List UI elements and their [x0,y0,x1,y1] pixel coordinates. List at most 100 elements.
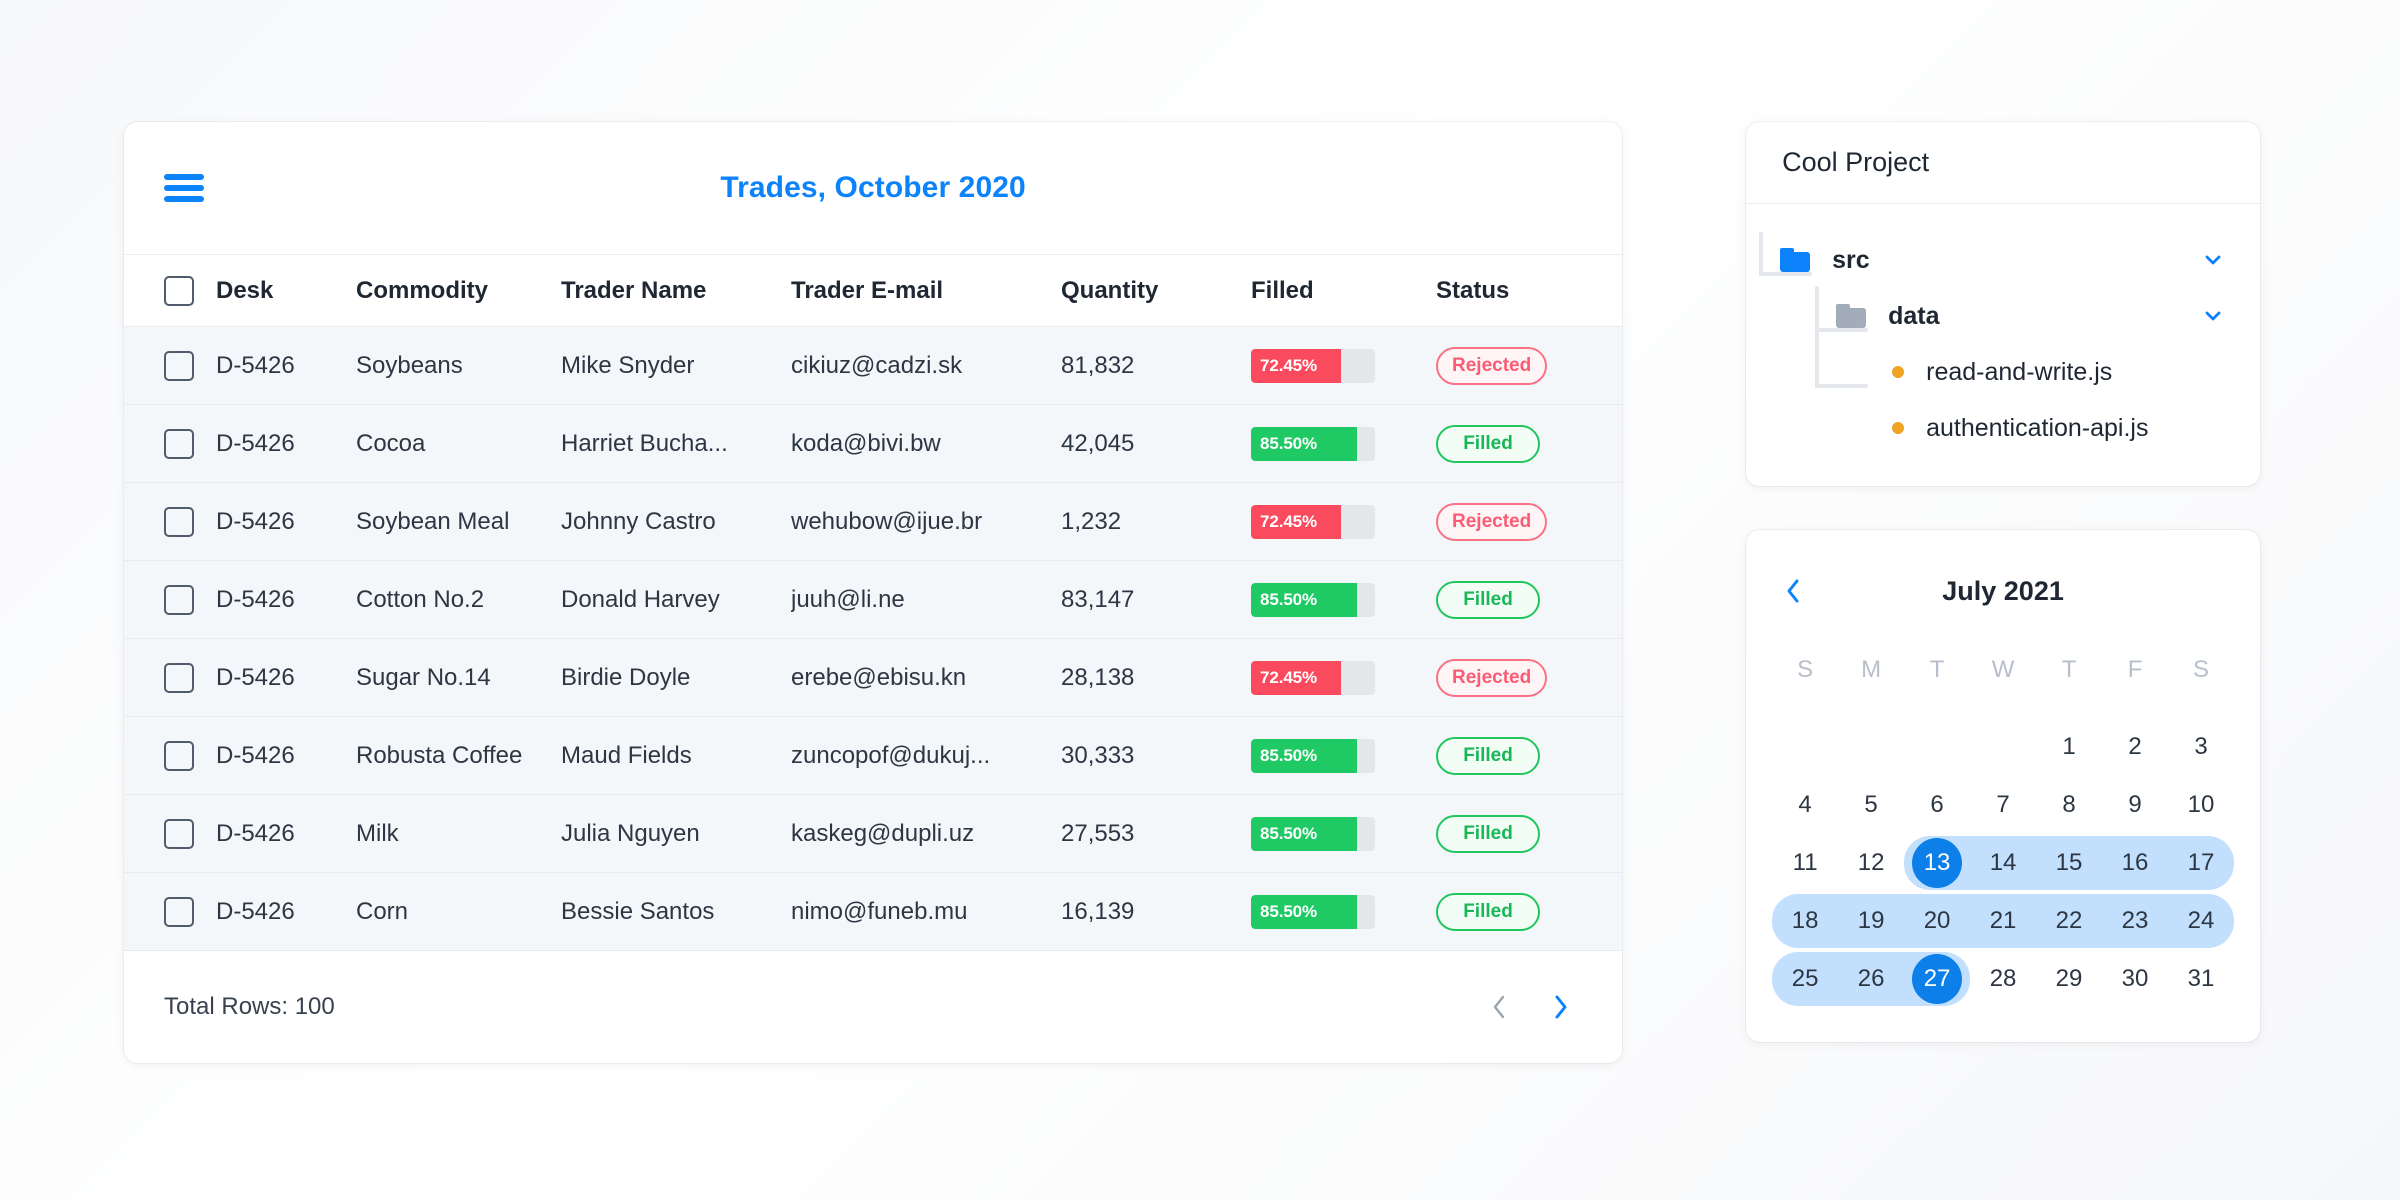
calendar-day-number: 4 [1798,791,1812,818]
calendar-day-cell[interactable]: 22 [2036,892,2103,950]
row-checkbox[interactable] [164,662,194,693]
status-badge: Filled [1436,424,1540,463]
row-select-cell [124,638,216,717]
progress-bar: 85.50% [1251,426,1375,461]
tree-folder-row[interactable]: data [1780,288,2226,344]
progress-bar-fill: 85.50% [1251,426,1358,461]
cell-trader-email: kaskeg@dupli.uz [791,794,1061,873]
table-row[interactable]: D-5426 Cocoa Harriet Bucha... koda@bivi.bw 4… [124,404,1623,483]
calendar-day-number: 26 [1857,965,1885,992]
calendar-day-cell[interactable]: 28 [1970,950,2036,1008]
calendar-day-cell[interactable]: 10 [2168,776,2234,834]
cell-trader-name: Donald Harvey [561,560,791,639]
calendar-day-cell[interactable]: 29 [2036,950,2102,1008]
table-row[interactable]: D-5426 Robusta Coffee Maud Fields zuncopof@… [124,716,1623,795]
calendar-day-cell[interactable]: 20 [1904,892,1971,950]
table-row[interactable]: D-5426 Soybeans Mike Snyder cikiuz@cadzi.sk… [124,326,1623,405]
calendar-day-cell[interactable]: 1 [2036,718,2102,776]
calendar-day-cell[interactable]: 17 [2168,834,2234,892]
cell-quantity: 83,147 [1061,560,1251,639]
calendar-day-cell[interactable]: 30 [2102,950,2168,1008]
calendar-day-cell[interactable]: 6 [1904,776,1970,834]
row-checkbox[interactable] [164,584,194,615]
calendar-day-number: 30 [2121,965,2149,992]
column-header-desk[interactable]: Desk [216,254,356,327]
row-checkbox[interactable] [164,506,194,537]
row-checkbox[interactable] [164,896,194,927]
column-header-quantity[interactable]: Quantity [1061,254,1251,327]
tree-file-row[interactable]: authentication-api.js [1780,400,2226,456]
cell-desk: D-5426 [216,872,356,951]
column-header-commodity[interactable]: Commodity [356,254,561,327]
calendar-day-number: 29 [2055,965,2083,992]
hamburger-icon[interactable] [164,174,204,202]
table-row[interactable]: D-5426 Sugar No.14 Birdie Doyle erebe@ebisu… [124,638,1623,717]
calendar-day-cell[interactable]: 4 [1772,776,1838,834]
chevron-down-icon[interactable] [2200,303,2226,329]
calendar-day-cell[interactable]: 14 [1970,834,2037,892]
calendar-day-cell[interactable]: 23 [2102,892,2169,950]
dot-icon [1892,422,1905,434]
tree-folder-row[interactable]: src [1780,232,2226,288]
cell-trader-email: zuncopof@dukuj... [791,716,1061,795]
calendar-day-cell[interactable]: 8 [2036,776,2102,834]
row-checkbox[interactable] [164,818,194,849]
column-header-filled[interactable]: Filled [1251,254,1436,327]
calendar-day-number: 25 [1791,965,1819,992]
chevron-down-icon[interactable] [2200,247,2226,273]
calendar-day-cell[interactable]: 26 [1838,950,1905,1008]
calendar-weekday: T [2061,656,2077,683]
select-all-header [124,254,216,327]
cell-desk: D-5426 [216,560,356,639]
table-row[interactable]: D-5426 Cotton No.2 Donald Harvey juuh@li.ne… [124,560,1623,639]
select-all-checkbox[interactable] [164,275,194,306]
calendar-day-cell[interactable]: 9 [2102,776,2168,834]
calendar-day-number: 18 [1791,907,1819,934]
column-header-trader-email[interactable]: Trader E-mail [791,254,1061,327]
cell-filled: 85.50% [1251,716,1436,795]
calendar-day-cell[interactable]: 3 [2168,718,2234,776]
table-row[interactable]: D-5426 Corn Bessie Santos nimo@funeb.mu 16,1… [124,872,1623,951]
cell-status: Rejected [1436,482,1623,561]
tree-file-row[interactable]: read-and-write.js [1780,344,2226,400]
calendar-day-cell[interactable]: 24 [2168,892,2234,950]
calendar-day-number: 9 [2128,791,2142,818]
progress-bar-fill: 85.50% [1251,582,1358,617]
cell-commodity: Cotton No.2 [356,560,561,639]
row-select-cell [124,716,216,795]
cell-trader-name: Julia Nguyen [561,794,791,873]
calendar-day-cell[interactable]: 16 [2102,834,2169,892]
calendar-day-cell[interactable]: 31 [2168,950,2234,1008]
column-header-trader-name[interactable]: Trader Name [561,254,791,327]
calendar-day-cell[interactable]: 15 [2036,834,2103,892]
row-checkbox[interactable] [164,428,194,459]
table-row[interactable]: D-5426 Soybean Meal Johnny Castro wehubow@i… [124,482,1623,561]
calendar-day-cell[interactable]: 5 [1838,776,1904,834]
calendar-day-cell[interactable]: 12 [1838,834,1904,892]
calendar-day-cell[interactable]: 25 [1772,950,1839,1008]
row-checkbox[interactable] [164,740,194,771]
calendar-day-cell[interactable]: 11 [1772,834,1838,892]
calendar-day-number: 8 [2062,791,2076,818]
calendar-day-number: 17 [2187,849,2215,876]
chevron-right-icon[interactable] [1548,991,1574,1023]
calendar-day-number: 10 [2187,791,2215,818]
calendar-day-number: 16 [2121,849,2149,876]
calendar-day-cell[interactable]: 13 [1904,834,1971,892]
calendar-day-cell[interactable]: 18 [1772,892,1839,950]
chevron-left-icon[interactable] [1486,991,1512,1023]
calendar-day-cell[interactable]: 7 [1970,776,2036,834]
trades-table-card: Trades, October 2020 Desk Commodity Trad… [124,122,1623,1063]
calendar-day-cell[interactable]: 2 [2102,718,2168,776]
calendar-day-cell[interactable]: 27 [1904,950,1971,1008]
cell-filled: 72.45% [1251,482,1436,561]
calendar-day-cell[interactable]: 19 [1838,892,1905,950]
cell-status: Filled [1436,404,1623,483]
column-header-status[interactable]: Status [1436,254,1623,327]
chevron-left-icon[interactable] [1784,577,1810,605]
row-checkbox[interactable] [164,350,194,381]
cell-trader-email: koda@bivi.bw [791,404,1061,483]
table-row[interactable]: D-5426 Milk Julia Nguyen kaskeg@dupli.uz 27,… [124,794,1623,873]
calendar-day-cell[interactable]: 21 [1970,892,2037,950]
table-toolbar: Trades, October 2020 [124,122,1622,254]
